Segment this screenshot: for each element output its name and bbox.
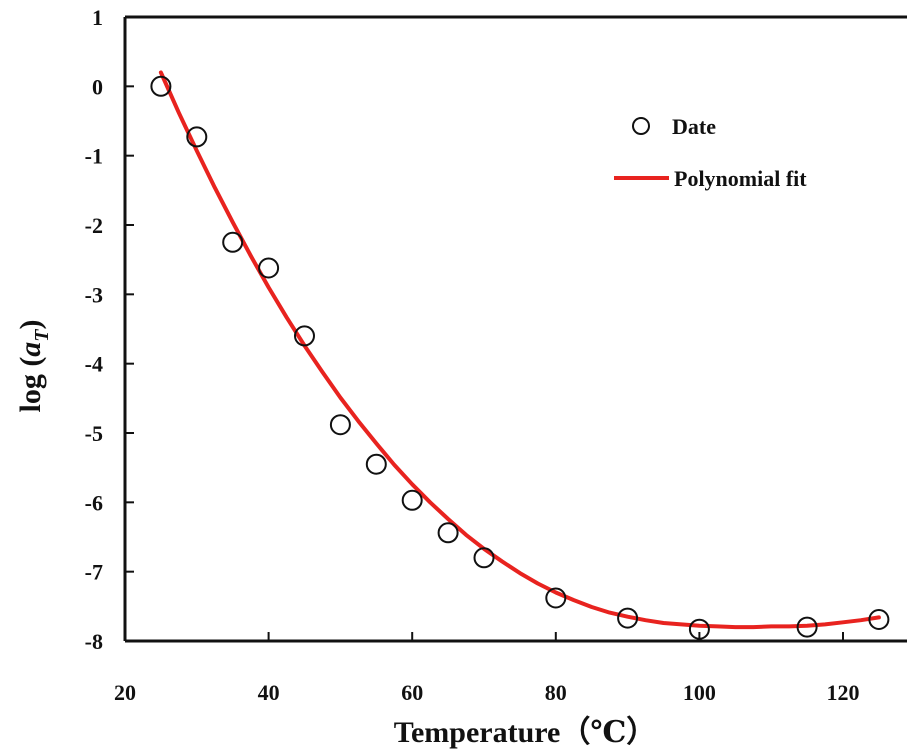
data-point bbox=[796, 616, 818, 638]
y-tick-label: -5 bbox=[85, 421, 103, 446]
data-point bbox=[294, 325, 315, 347]
x-tick-label: 40 bbox=[258, 680, 280, 705]
data-point bbox=[473, 547, 495, 569]
data-point bbox=[401, 489, 423, 511]
x-tick-label: 60 bbox=[401, 680, 423, 705]
y-axis-title-main: log ( bbox=[14, 357, 47, 413]
legend: Date Polynomial fit bbox=[614, 114, 807, 191]
legend-label-date: Date bbox=[672, 114, 716, 139]
data-point bbox=[688, 618, 710, 640]
marker-layer bbox=[150, 75, 890, 640]
x-axis-title: Temperature（℃） bbox=[394, 715, 657, 749]
y-tick-label: 1 bbox=[92, 5, 103, 30]
y-axis-title-close: ) bbox=[14, 319, 47, 329]
data-point bbox=[150, 75, 172, 97]
data-point bbox=[617, 607, 639, 629]
data-point bbox=[186, 126, 208, 148]
data-point bbox=[437, 522, 459, 544]
data-point bbox=[329, 414, 351, 436]
x-tick-label: 20 bbox=[114, 680, 136, 705]
y-tick-label: -3 bbox=[85, 282, 103, 307]
y-tick-label: -2 bbox=[85, 213, 103, 238]
data-point bbox=[222, 231, 244, 253]
y-tick-label: 0 bbox=[92, 74, 103, 99]
data-point bbox=[365, 453, 387, 475]
x-tick-label: 80 bbox=[545, 680, 567, 705]
y-tick-label: -1 bbox=[85, 144, 103, 169]
y-axis-title-sub: T bbox=[31, 329, 53, 342]
y-tick-label: -6 bbox=[85, 490, 103, 515]
series-line-polynomial-fit bbox=[158, 70, 881, 630]
y-tick-label: -4 bbox=[85, 352, 103, 377]
data-point bbox=[258, 257, 280, 279]
plot-axes: 1 0 -1 -2 -3 -4 -5 -6 -7 -8 20 40 60 80 100 120 bbox=[85, 5, 907, 705]
data-point bbox=[868, 609, 890, 630]
y-axis-title: log (aT) bbox=[14, 319, 53, 412]
y-axis-title-var: a bbox=[14, 342, 47, 357]
data-point bbox=[545, 587, 567, 609]
x-tick-label: 120 bbox=[827, 680, 860, 705]
legend-label-fit: Polynomial fit bbox=[674, 166, 807, 191]
fit-layer bbox=[158, 70, 881, 630]
y-tick-label: -8 bbox=[85, 629, 103, 654]
x-tick-label: 100 bbox=[683, 680, 716, 705]
y-tick-label: -7 bbox=[85, 560, 103, 585]
legend-marker-date bbox=[632, 117, 650, 135]
